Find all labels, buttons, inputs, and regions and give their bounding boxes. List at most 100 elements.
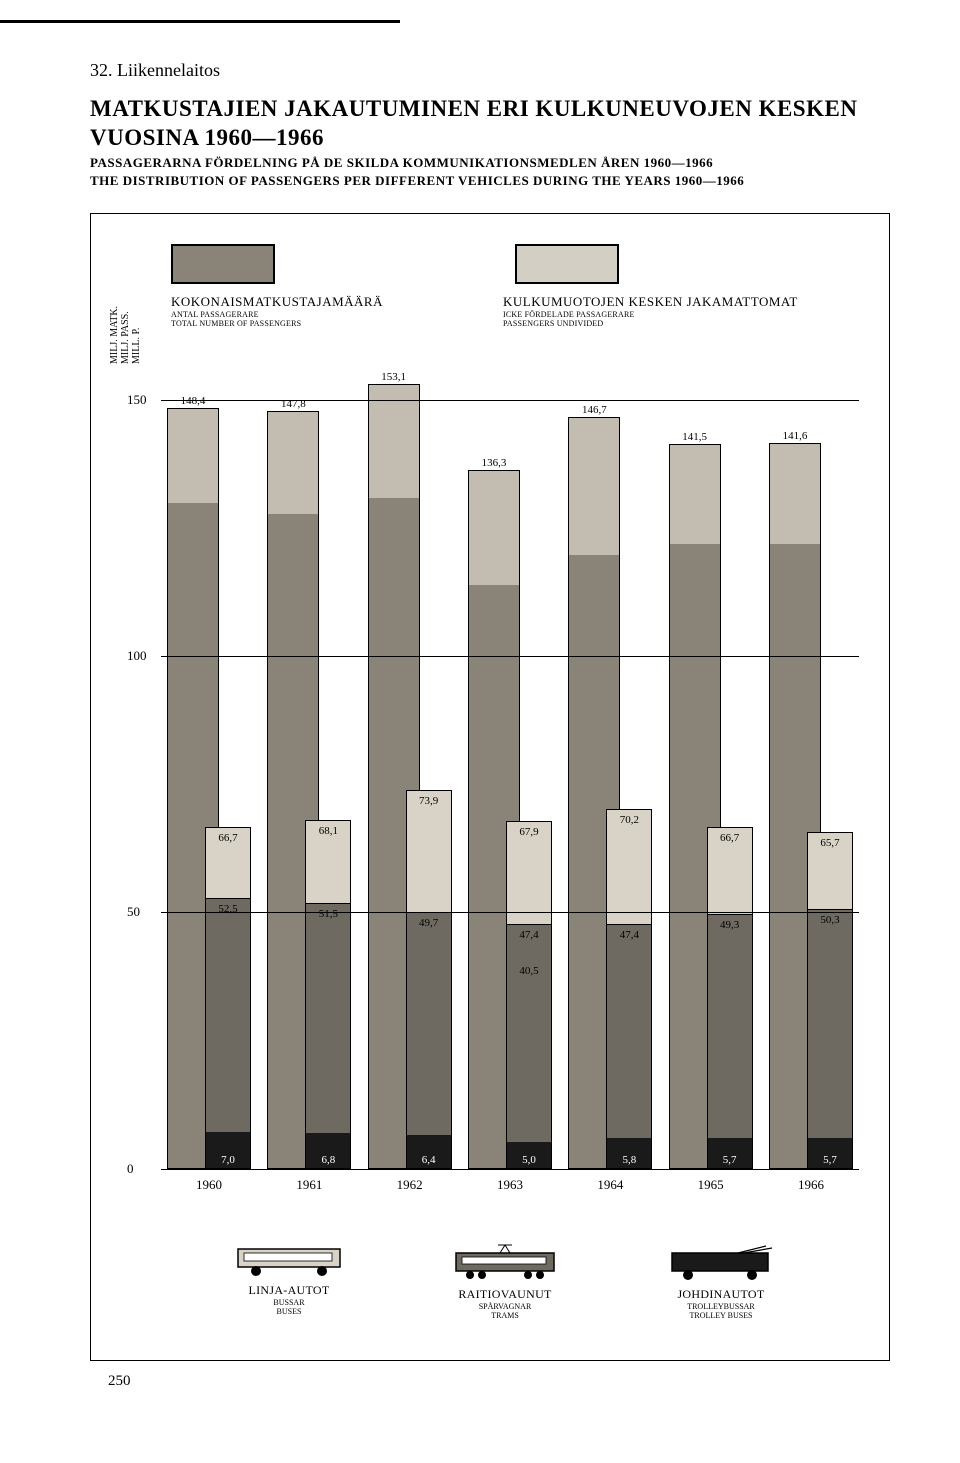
bar-front-stack: 5,8 47,4 70,2	[606, 809, 652, 1169]
total-value-label: 148,4	[181, 395, 206, 407]
year-group: 146,7 5,8 47,4 70,2	[566, 349, 654, 1169]
year-group: 141,5 5,7 49,3 66,7	[667, 349, 755, 1169]
segment-trolley: 7,0	[206, 1131, 250, 1168]
bar-front-stack: 6,8 51,5 68,1	[305, 820, 351, 1169]
total-value-label: 136,3	[482, 457, 507, 469]
plot-area: 148,47,052,566,7147,86,851,568,1153,16,4…	[161, 349, 859, 1169]
vehicle-tram: RAITIOVAUNUT SPÅRVAGNAR TRAMS	[450, 1243, 560, 1320]
legend-text-row: KOKONAISMATKUSTAJAMÄÄRÄ ANTAL PASSAGERAR…	[171, 294, 859, 329]
trolley-sec1: TROLLEYBUSSAR	[677, 1302, 764, 1311]
title-line2: VUOSINA 1960—1966	[90, 124, 890, 153]
gridline	[161, 656, 859, 657]
tram-value-label: 50,3	[820, 914, 839, 926]
bars-container: 148,47,052,566,7147,86,851,568,1153,16,4…	[161, 349, 859, 1169]
bus-value-label: 66,7	[218, 832, 237, 844]
x-axis-labels: 1960 1961 1962 1963 1964 1965 1966	[161, 1169, 859, 1193]
year-group: 153,16,449,773,9	[366, 349, 454, 1169]
bus-icon	[234, 1243, 344, 1277]
bus-value-label: 73,9	[419, 795, 438, 807]
segment-tram: 49,3	[708, 914, 752, 1138]
legend-undiv-sec2: PASSENGERS UNDIVIDED	[503, 319, 798, 329]
y-tick-label: 150	[127, 392, 147, 408]
trolley-label: JOHDINAUTOT	[677, 1287, 764, 1302]
bus-label: LINJA-AUTOT	[248, 1283, 329, 1298]
bar-front-stack: 5,7 49,3 66,7	[707, 827, 753, 1169]
year-group: 141,6 5,7 50,3 65,7	[767, 349, 855, 1169]
segment-tram: 49,7	[407, 912, 451, 1135]
bar-front-stack: 5,7 50,3 65,7	[807, 832, 853, 1169]
x-tick-label: 1961	[265, 1177, 353, 1193]
bus-value-label: 66,7	[720, 832, 739, 844]
total-value-label: 141,5	[682, 431, 707, 443]
segment-tram: 50,3	[808, 909, 852, 1139]
title-sub2: THE DISTRIBUTION OF PASSENGERS PER DIFFE…	[90, 173, 890, 189]
title-sub1: PASSAGERARNA FÖRDELNING PÅ DE SKILDA KOM…	[90, 155, 890, 171]
title-block: MATKUSTAJIEN JAKAUTUMINEN ERI KULKUNEUVO…	[90, 95, 890, 189]
x-tick-label: 1960	[165, 1177, 253, 1193]
y-tick-label: 50	[127, 904, 140, 920]
x-tick-label: 1962	[366, 1177, 454, 1193]
y-axis-l1: MILJ. MATK.	[109, 305, 120, 363]
legend-undiv-primary: KULKUMUOTOJEN KESKEN JAKAMATTOMAT	[503, 294, 798, 310]
vehicle-trolley: JOHDINAUTOT TROLLEYBUSSAR TROLLEY BUSES	[666, 1243, 776, 1320]
legend-undiv-text: KULKUMUOTOJEN KESKEN JAKAMATTOMAT ICKE F…	[503, 294, 798, 329]
bar-undivided-cap	[469, 471, 519, 585]
segment-trolley: 5,8	[607, 1137, 651, 1168]
x-tick-label: 1964	[566, 1177, 654, 1193]
total-value-label: 141,6	[783, 430, 808, 442]
extra-value-label: 40,5	[519, 965, 538, 977]
total-value-label: 153,1	[381, 371, 406, 383]
x-tick-label: 1965	[667, 1177, 755, 1193]
gridline	[161, 912, 859, 913]
section-number: 32. Liikennelaitos	[90, 60, 890, 81]
bus-value-label: 68,1	[319, 825, 338, 837]
gridline	[161, 1169, 859, 1170]
trolley-sec2: TROLLEY BUSES	[677, 1311, 764, 1320]
bar-undivided-cap	[168, 409, 218, 503]
x-tick-label: 1963	[466, 1177, 554, 1193]
year-group: 147,86,851,568,1	[265, 349, 353, 1169]
tram-value-label: 47,4	[519, 929, 538, 941]
bar-front-stack: 7,052,566,7	[205, 827, 251, 1169]
trolley-value-label: 6,8	[321, 1154, 335, 1166]
segment-tram: 51,5	[306, 903, 350, 1133]
trolley-value-label: 5,0	[522, 1154, 536, 1166]
trolley-icon	[666, 1243, 776, 1281]
header-rule	[0, 20, 400, 23]
tram-value-label: 49,3	[720, 919, 739, 931]
tram-label: RAITIOVAUNUT	[458, 1287, 551, 1302]
bar-front-stack: 6,449,773,9	[406, 790, 452, 1169]
tram-value-label: 47,4	[620, 929, 639, 941]
trolley-value-label: 5,7	[823, 1154, 837, 1166]
legend-total-primary: KOKONAISMATKUSTAJAMÄÄRÄ	[171, 294, 383, 310]
trolley-value-label: 5,8	[622, 1154, 636, 1166]
year-group: 148,4 7,052,566,7	[165, 349, 253, 1169]
y-tick-label: 100	[127, 648, 147, 664]
bar-undivided-cap	[770, 444, 820, 544]
bus-sec1: BUSSAR	[248, 1298, 329, 1307]
vehicle-bus: LINJA-AUTOT BUSSAR BUSES	[234, 1243, 344, 1320]
segment-trolley: 5,7	[708, 1137, 752, 1167]
tram-sec1: SPÅRVAGNAR	[458, 1302, 551, 1311]
bar-undivided-cap	[670, 445, 720, 545]
year-group: 136,3 5,0 47,4 40,5 67,9	[466, 349, 554, 1169]
segment-trolley: 5,7	[808, 1137, 852, 1167]
bar-front-stack: 5,0 47,4 40,5 67,9	[506, 821, 552, 1169]
tram-value-label: 51,5	[319, 908, 338, 920]
bus-value-label: 70,2	[620, 814, 639, 826]
legend-total-sec1: ANTAL PASSAGERARE	[171, 310, 383, 320]
x-tick-label: 1966	[767, 1177, 855, 1193]
trolley-value-label: 5,7	[723, 1154, 737, 1166]
total-value-label: 146,7	[582, 404, 607, 416]
segment-tram: 47,4	[607, 924, 651, 1138]
legend-total-sec2: TOTAL NUMBER OF PASSENGERS	[171, 319, 383, 329]
segment-trolley: 5,0	[507, 1141, 551, 1168]
bar-undivided-cap	[268, 412, 318, 513]
legend-total-text: KOKONAISMATKUSTAJAMÄÄRÄ ANTAL PASSAGERAR…	[171, 294, 383, 329]
bus-value-label: 67,9	[519, 826, 538, 838]
bus-value-label: 65,7	[820, 837, 839, 849]
tram-icon	[450, 1243, 560, 1281]
legend-swatch-total	[171, 244, 275, 284]
legend-swatches	[171, 244, 859, 284]
bar-undivided-cap	[569, 418, 619, 555]
